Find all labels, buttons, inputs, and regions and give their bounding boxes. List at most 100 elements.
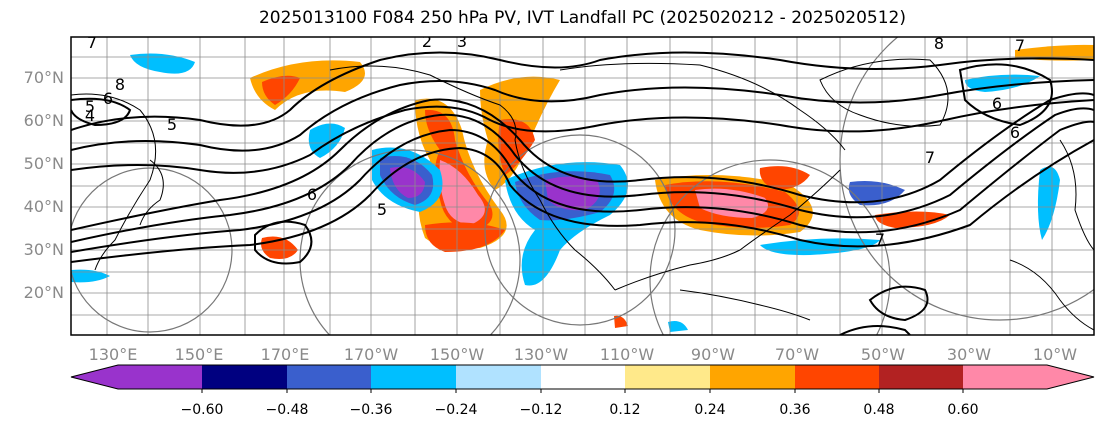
contour-atl-loop xyxy=(868,285,929,322)
contour-label: 2 xyxy=(422,32,432,51)
circle-1 xyxy=(71,167,233,333)
colorbar-segment xyxy=(202,365,287,389)
coast-nwam xyxy=(514,139,616,291)
lon-label: 150°W xyxy=(430,345,485,364)
coast-canada xyxy=(559,62,846,151)
shade-blue-eatl xyxy=(1037,166,1060,240)
map-frame xyxy=(70,36,1095,336)
lon-label: 90°W xyxy=(691,345,735,364)
coastlines xyxy=(71,58,1094,331)
map-title: 2025013100 F084 250 hPa PV, IVT Landfall… xyxy=(258,8,906,28)
circle-5 xyxy=(839,37,1094,321)
contour-jet-4 xyxy=(71,139,1094,263)
contour-label: 7 xyxy=(925,148,935,167)
contour-label: 8 xyxy=(115,75,125,94)
latitude-labels: 70°N 60°N 50°N 40°N 30°N 20°N xyxy=(24,68,64,302)
contour-label: 7 xyxy=(87,33,97,52)
pv-contours xyxy=(71,51,1094,335)
contour-label: 8 xyxy=(934,34,944,53)
colorbar-tick-label: 0.36 xyxy=(779,402,810,418)
colorbar-tick-label: −0.24 xyxy=(435,402,478,418)
colorbar-tick-label: 0.12 xyxy=(609,402,640,418)
graticule xyxy=(71,37,1094,335)
colorbar-segment xyxy=(710,365,795,389)
colorbar-segment xyxy=(879,365,963,389)
contour-label: 5 xyxy=(167,115,177,134)
shade-red-canada xyxy=(759,166,810,190)
coast-greenland xyxy=(819,58,949,127)
contour-label: 3 xyxy=(457,32,467,51)
coast-japan xyxy=(139,159,164,226)
longitude-labels: 130°E 150°E 170°E 170°W 150°W 130°W 110°W 90°W 7… xyxy=(89,345,1078,364)
contour-north-1 xyxy=(71,51,1094,131)
contour-label: 7 xyxy=(1015,36,1025,55)
colorbar-segment xyxy=(795,365,879,389)
coast-asia xyxy=(71,93,157,271)
contour-polar-low xyxy=(958,63,1053,127)
contour-label: 4 xyxy=(85,106,95,125)
shade-pink-eus xyxy=(695,188,769,218)
contour-label: 6 xyxy=(307,185,317,204)
lon-label: 50°W xyxy=(861,345,905,364)
colorbar-segment xyxy=(541,365,625,389)
contour-label: 6 xyxy=(992,94,1002,113)
coast-alaska xyxy=(329,65,517,141)
shade-blue-trop xyxy=(668,321,688,332)
coast-africa xyxy=(1009,259,1094,331)
lon-label: 110°W xyxy=(600,345,655,364)
shade-blue-wpac xyxy=(71,269,110,283)
colorbar-tick-label: 0.48 xyxy=(863,402,894,418)
lat-label: 30°N xyxy=(24,240,64,259)
shade-purple-swus xyxy=(545,176,600,211)
colorbar-segment xyxy=(287,365,371,389)
colorbar-outline xyxy=(70,364,1095,390)
colorbar-tick-label: −0.36 xyxy=(350,402,393,418)
contour-trop xyxy=(839,325,911,335)
colorbar-segment xyxy=(963,365,1047,389)
contour-north-3 xyxy=(71,99,1094,174)
contour-asia-loop xyxy=(71,97,132,127)
landfall-circles xyxy=(71,37,1094,335)
colorbar: −0.60 −0.48 −0.36 −0.24 −0.12 0.12 0.24 0.36 0.4… xyxy=(70,364,1095,418)
coast-europe xyxy=(1059,139,1094,251)
contour-north-2 xyxy=(71,79,1094,152)
lon-label: 170°W xyxy=(344,345,399,364)
contour-label: 6 xyxy=(1010,123,1020,142)
colorbar-segment xyxy=(456,365,541,389)
colorbar-tick-label: −0.60 xyxy=(181,402,224,418)
colorbar-tick-label: 0.24 xyxy=(694,402,725,418)
circle-4 xyxy=(649,159,891,335)
contour-cutoff xyxy=(254,220,313,265)
coast-gulf xyxy=(614,169,841,291)
shade-red-trop xyxy=(614,315,628,328)
shade-blue-kam xyxy=(130,53,195,74)
colorbar-segment xyxy=(625,365,710,389)
contour-label: 5 xyxy=(377,200,387,219)
colorbar-extend-high xyxy=(1047,365,1094,389)
lat-label: 70°N xyxy=(24,68,64,87)
colorbar-tick-label: −0.12 xyxy=(520,402,563,418)
lat-label: 50°N xyxy=(24,154,64,173)
colorbar-tick-label: 0.60 xyxy=(947,402,978,418)
shade-red-atl xyxy=(875,211,950,228)
colorbar-segment xyxy=(371,365,456,389)
shade-pink-trough xyxy=(439,160,485,225)
contour-label: 7 xyxy=(875,230,885,249)
contour-jet-1 xyxy=(71,92,1094,231)
shade-red-npac xyxy=(262,75,300,105)
contour-label: 6 xyxy=(103,89,113,108)
lat-label: 60°N xyxy=(24,111,64,130)
circle-2 xyxy=(299,149,521,335)
lon-label: 130°W xyxy=(514,345,569,364)
colorbar-extend-low xyxy=(71,365,118,389)
shade-purple-nepac xyxy=(390,166,425,198)
colorbar-segment xyxy=(118,365,202,389)
lon-label: 70°W xyxy=(775,345,819,364)
lon-label: 30°W xyxy=(947,345,991,364)
circle-3 xyxy=(484,134,676,326)
colorbar-tick-label: −0.48 xyxy=(266,402,309,418)
lon-label: 150°E xyxy=(175,345,224,364)
contour-label: 5 xyxy=(85,97,95,116)
